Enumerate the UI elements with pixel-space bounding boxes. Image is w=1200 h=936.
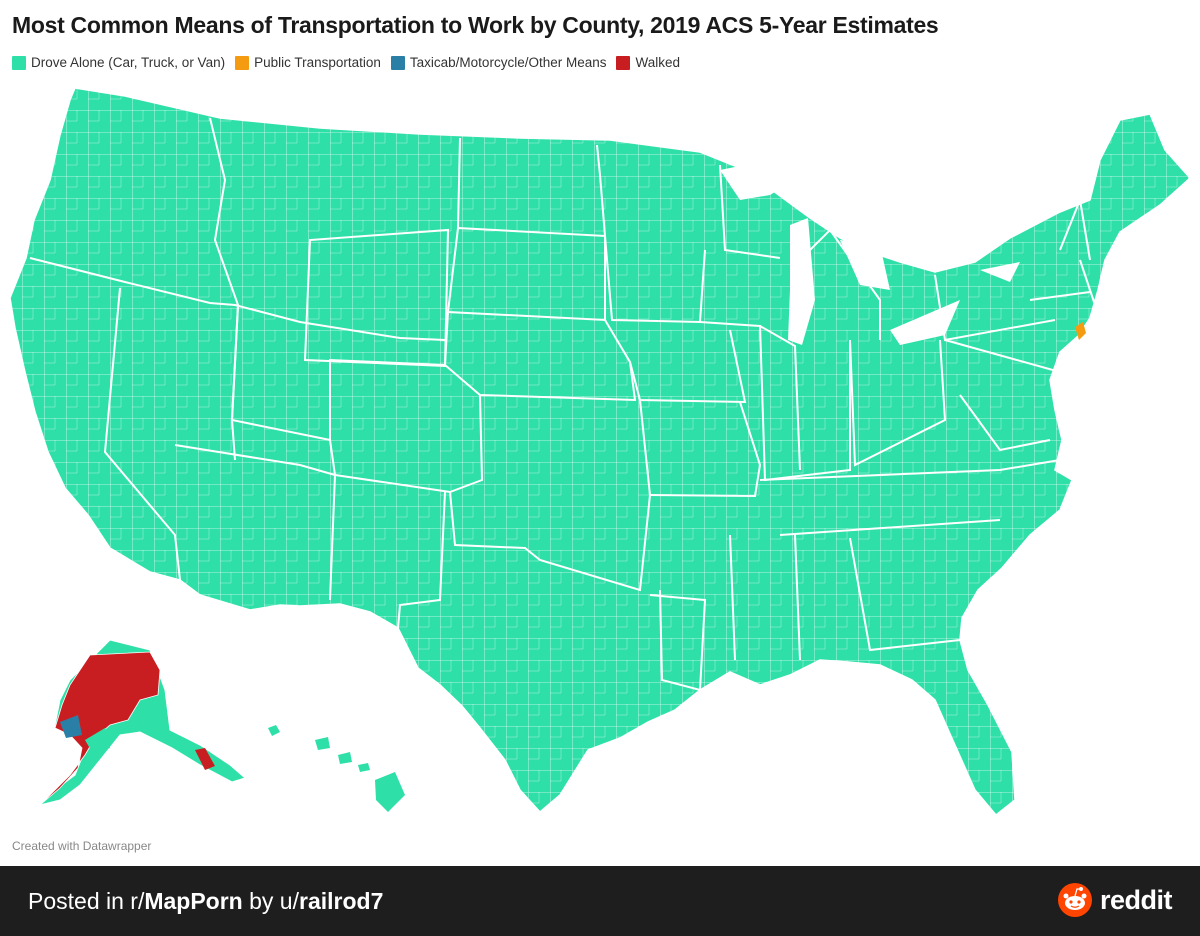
legend-label: Drove Alone (Car, Truck, or Van) [31, 55, 226, 70]
contiguous-us [9, 87, 1192, 817]
great-lakes [720, 162, 1020, 345]
legend-label: Public Transportation [254, 55, 381, 70]
credit-text: Created with Datawrapper [12, 839, 152, 853]
map-title: Most Common Means of Transportation to W… [12, 12, 939, 38]
legend-item-walked: Walked [616, 55, 680, 70]
legend: Drove Alone (Car, Truck, or Van) Public … [12, 55, 690, 70]
footer-bar: Posted in r/MapPorn by u/railrod7 reddit [0, 866, 1200, 936]
by-label: by u/ [242, 888, 299, 914]
legend-label: Walked [635, 55, 680, 70]
legend-label: Taxicab/Motorcycle/Other Means [409, 55, 607, 70]
alaska [38, 639, 247, 806]
legend-item-other-means: Taxicab/Motorcycle/Other Means [390, 55, 607, 70]
us-county-map [9, 87, 1192, 817]
legend-swatch [12, 55, 26, 70]
post-attribution: Posted in r/MapPorn by u/railrod7 [28, 888, 383, 915]
legend-swatch [235, 55, 250, 70]
nyc-public-transport-region [1075, 322, 1086, 340]
legend-item-public-transportation: Public Transportation [235, 55, 381, 70]
reddit-brand[interactable]: reddit [1057, 883, 1173, 917]
reddit-wordmark: reddit [1099, 884, 1173, 915]
legend-item-drove-alone: Drove Alone (Car, Truck, or Van) [12, 55, 225, 70]
username-link[interactable]: railrod7 [299, 888, 384, 914]
reddit-logo-icon [1057, 883, 1092, 917]
hawaii [268, 725, 405, 812]
posted-in-label: Posted in r/ [28, 888, 145, 914]
legend-swatch [390, 55, 405, 70]
legend-swatch [616, 55, 631, 70]
state-borders [29, 117, 1101, 692]
subreddit-link[interactable]: MapPorn [144, 888, 243, 914]
